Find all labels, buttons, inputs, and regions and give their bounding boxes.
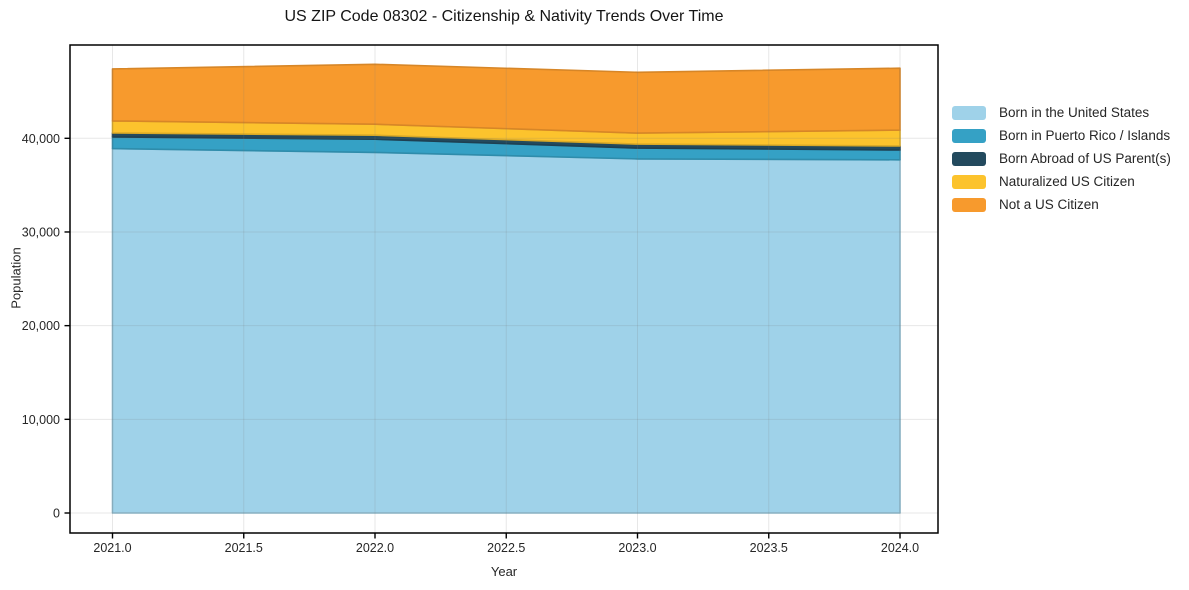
x-tick-label: 2021.5 bbox=[225, 541, 263, 555]
legend-item-1: Born in Puerto Rico / Islands bbox=[952, 129, 1171, 143]
legend-item-label: Born in the United States bbox=[999, 105, 1150, 120]
legend-item-4: Not a US Citizen bbox=[952, 198, 1171, 212]
x-tick-label: 2023.5 bbox=[750, 541, 788, 555]
legend-swatch-icon bbox=[952, 106, 986, 120]
tick-labels: 2021.0 2021.5 2022.0 2022.5 2023.0 2023.5 2024… bbox=[22, 132, 919, 555]
legend-item-3: Naturalized US Citizen bbox=[952, 175, 1171, 189]
gridlines bbox=[70, 45, 938, 533]
legend-item-label: Born Abroad of US Parent(s) bbox=[999, 151, 1171, 166]
y-tick-label: 40,000 bbox=[22, 132, 60, 146]
legend-swatch-icon bbox=[952, 152, 986, 166]
y-tick-label: 0 bbox=[53, 507, 60, 521]
legend-item-label: Naturalized US Citizen bbox=[999, 174, 1135, 189]
x-tick-label: 2021.0 bbox=[93, 541, 131, 555]
x-tick-label: 2024.0 bbox=[881, 541, 919, 555]
x-axis-label: Year bbox=[490, 564, 518, 579]
y-tick-label: 10,000 bbox=[22, 413, 60, 427]
legend-swatch-icon bbox=[952, 198, 986, 212]
tick-marks bbox=[64, 137, 901, 539]
legend: Born in the United States Born in Puerto … bbox=[952, 106, 1171, 212]
x-tick-label: 2022.5 bbox=[487, 541, 525, 555]
legend-item-0: Born in the United States bbox=[952, 106, 1171, 120]
legend-item-label: Born in Puerto Rico / Islands bbox=[999, 128, 1171, 143]
legend-swatch-icon bbox=[952, 129, 986, 143]
legend-swatch-icon bbox=[952, 175, 986, 189]
y-axis-label: Population bbox=[8, 247, 24, 309]
chart-title: US ZIP Code 08302 - Citizenship & Nativi… bbox=[284, 8, 724, 25]
y-tick-label: 30,000 bbox=[22, 225, 60, 239]
area-series-4 bbox=[111, 63, 901, 134]
legend-item-label: Not a US Citizen bbox=[999, 197, 1099, 212]
x-tick-label: 2023.0 bbox=[618, 541, 656, 555]
y-tick-label: 20,000 bbox=[22, 319, 60, 333]
stacked-areas bbox=[111, 63, 901, 514]
x-tick-label: 2022.0 bbox=[356, 541, 394, 555]
plot-border bbox=[69, 44, 939, 534]
legend-item-2: Born Abroad of US Parent(s) bbox=[952, 152, 1171, 166]
